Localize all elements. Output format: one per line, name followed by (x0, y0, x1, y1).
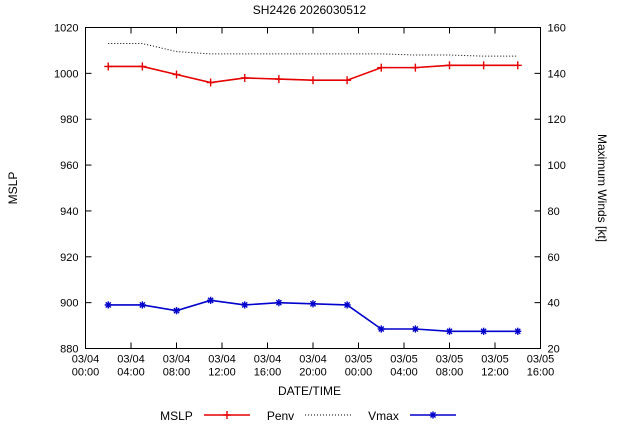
svg-text:140: 140 (548, 68, 566, 80)
x-axis-label: DATE/TIME (277, 384, 342, 398)
svg-text:03/05: 03/05 (390, 354, 418, 366)
svg-text:80: 80 (548, 206, 560, 218)
legend-sample-vmax-line (407, 409, 459, 424)
svg-text:20: 20 (548, 344, 560, 356)
legend-item-penv: Penv (267, 409, 354, 424)
legend-sample-mslp-line (201, 409, 253, 424)
svg-text:03/04: 03/04 (163, 354, 191, 366)
svg-text:12:00: 12:00 (481, 367, 509, 379)
svg-text:40: 40 (548, 298, 560, 310)
legend-label-vmax: Vmax (368, 409, 399, 423)
legend: MSLP Penv Vmax (0, 407, 619, 425)
svg-text:04:00: 04:00 (117, 367, 145, 379)
svg-text:60: 60 (548, 252, 560, 264)
svg-text:12:00: 12:00 (208, 367, 236, 379)
svg-text:03/04: 03/04 (254, 354, 282, 366)
svg-text:160: 160 (548, 23, 566, 35)
svg-text:04:00: 04:00 (390, 367, 418, 379)
svg-text:100: 100 (548, 160, 566, 172)
svg-text:03/05: 03/05 (527, 354, 555, 366)
svg-text:980: 980 (60, 114, 78, 126)
chart-title: SH2426 2026030512 (252, 3, 367, 17)
svg-text:920: 920 (60, 252, 78, 264)
svg-text:16:00: 16:00 (254, 367, 282, 379)
svg-text:16:00: 16:00 (527, 367, 555, 379)
legend-item-vmax: Vmax (368, 409, 459, 424)
svg-text:00:00: 00:00 (72, 367, 100, 379)
svg-text:1000: 1000 (54, 68, 78, 80)
svg-text:03/04: 03/04 (208, 354, 236, 366)
svg-text:20:00: 20:00 (299, 367, 327, 379)
svg-text:940: 940 (60, 206, 78, 218)
svg-text:00:00: 00:00 (345, 367, 373, 379)
svg-text:880: 880 (60, 344, 78, 356)
svg-text:120: 120 (548, 114, 566, 126)
svg-text:03/04: 03/04 (72, 354, 100, 366)
legend-item-mslp: MSLP (160, 409, 253, 424)
svg-text:03/05: 03/05 (481, 354, 509, 366)
svg-text:03/04: 03/04 (117, 354, 145, 366)
svg-text:900: 900 (60, 298, 78, 310)
svg-text:08:00: 08:00 (163, 367, 191, 379)
svg-text:08:00: 08:00 (436, 367, 464, 379)
svg-text:03/05: 03/05 (345, 354, 373, 366)
svg-text:03/04: 03/04 (299, 354, 327, 366)
legend-label-penv: Penv (266, 409, 295, 423)
legend-sample-penv-line (302, 409, 354, 424)
svg-text:960: 960 (60, 160, 78, 172)
svg-text:1020: 1020 (54, 23, 78, 35)
svg-text:03/05: 03/05 (436, 354, 464, 366)
legend-label-mslp: MSLP (160, 409, 193, 423)
